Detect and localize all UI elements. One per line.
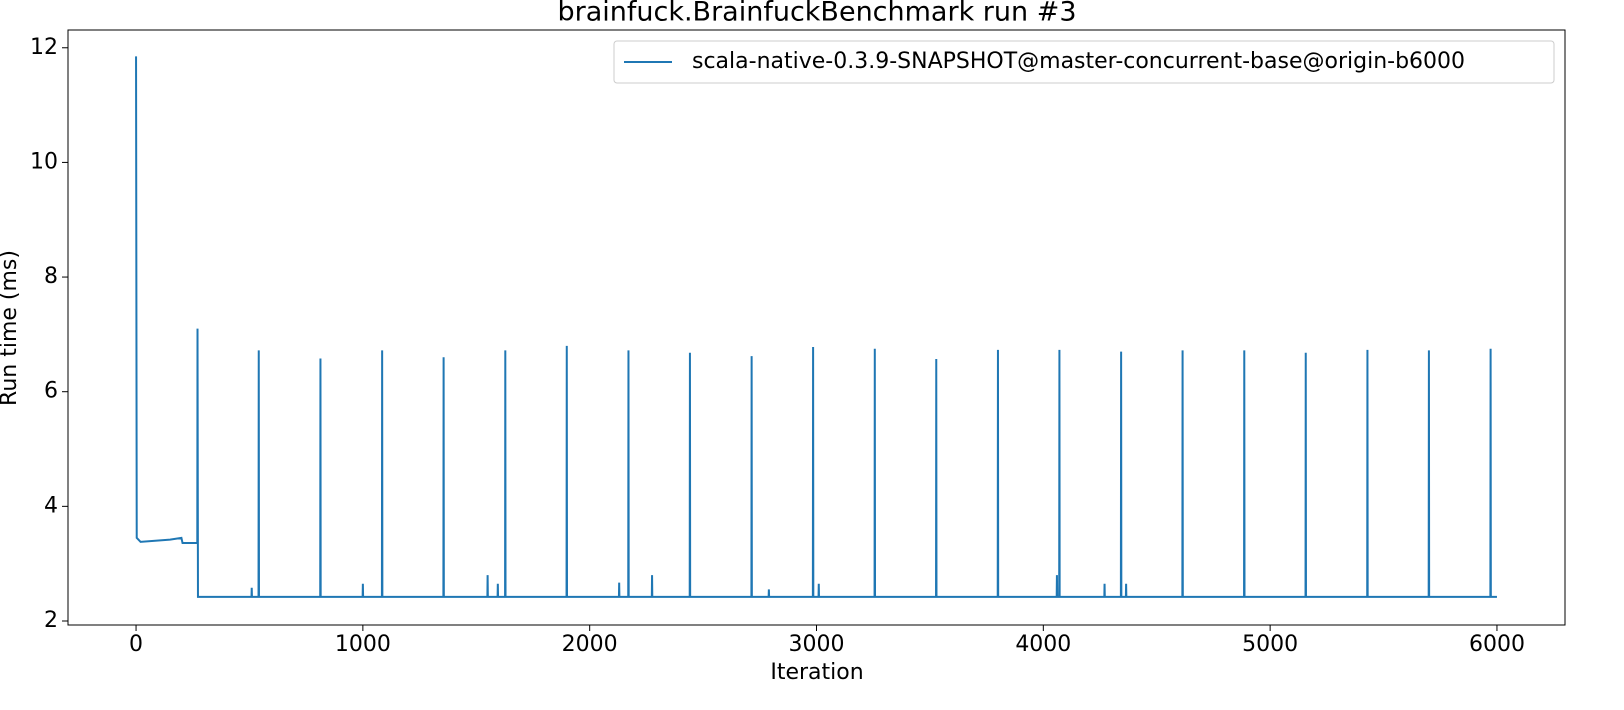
x-axis-label: Iteration (770, 660, 863, 685)
line (135, 56, 1497, 598)
x-tick-label: 4000 (1015, 632, 1071, 657)
legend-label: scala-native-0.3.9-SNAPSHOT@master-concu… (692, 49, 1465, 74)
legend-box (613, 40, 1555, 84)
y-axis-label: Run time (ms) (0, 250, 22, 406)
x-tick-label: 5000 (1242, 632, 1298, 657)
y-tick-label: 4 (44, 493, 58, 518)
chart-title: brainfuck.BrainfuckBenchmark run #3 (557, 0, 1076, 28)
x-tick-label: 0 (129, 632, 143, 657)
x-tick-label: 1000 (335, 632, 391, 657)
x-tick-label: 2000 (562, 632, 618, 657)
plot-frame (67, 29, 1566, 626)
x-tick-label: 3000 (789, 632, 845, 657)
y-tick-label: 12 (30, 35, 58, 60)
y-tick-label: 10 (30, 149, 58, 174)
y-tick-label: 6 (44, 379, 58, 404)
x-tick-label: 6000 (1469, 632, 1525, 657)
y-tick-label: 8 (44, 264, 58, 289)
y-tick-label: 2 (44, 608, 58, 633)
